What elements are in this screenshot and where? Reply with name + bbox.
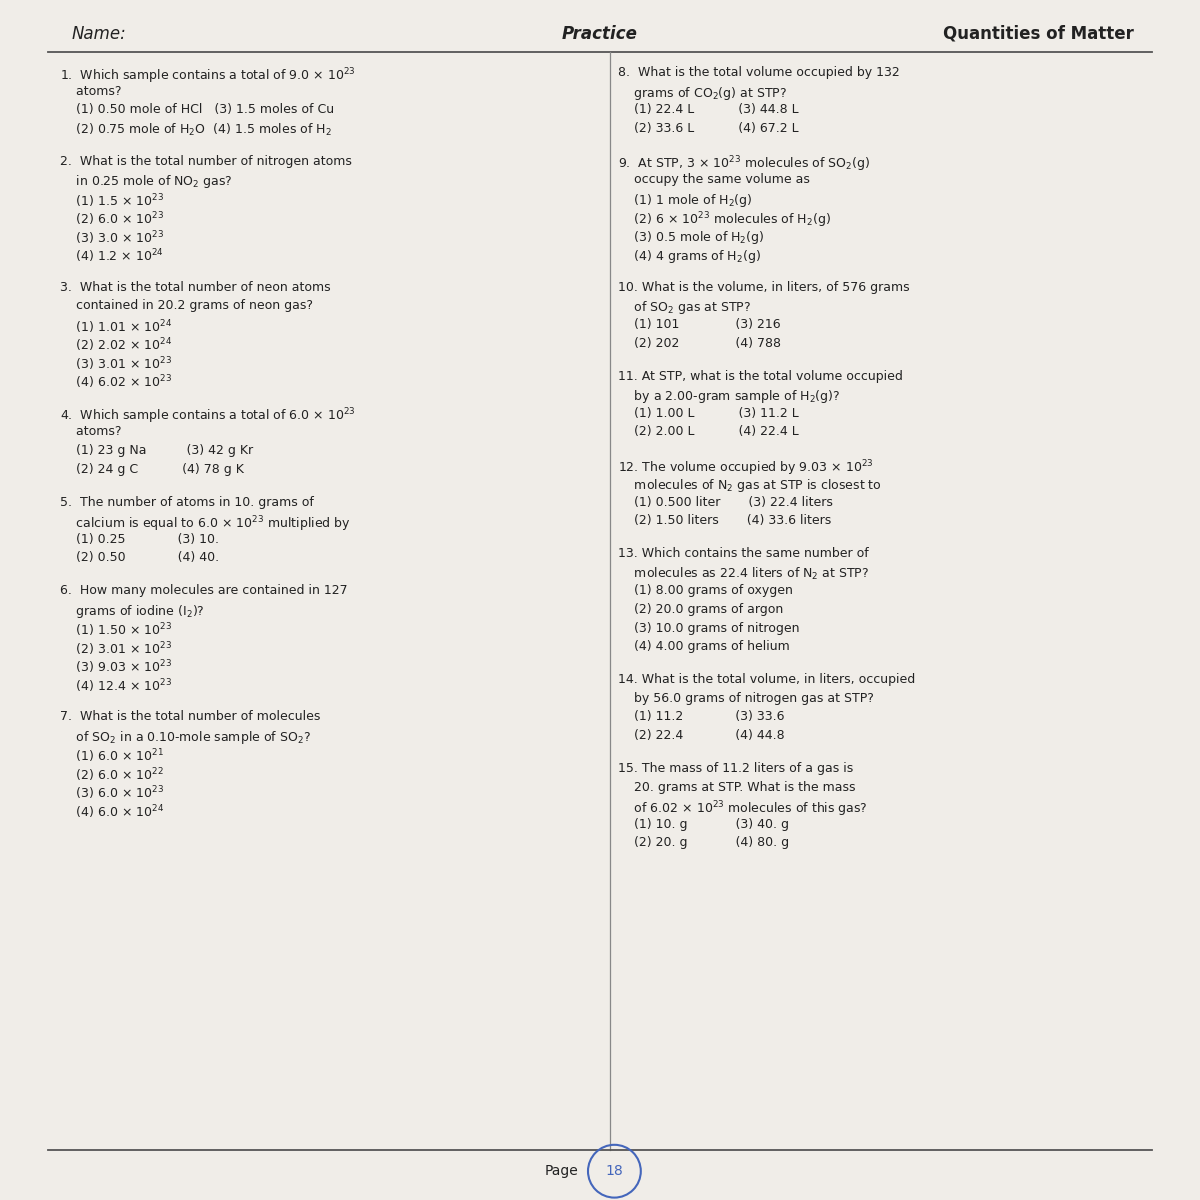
Text: in 0.25 mole of NO$_2$ gas?: in 0.25 mole of NO$_2$ gas? [60, 173, 233, 191]
Text: by a 2.00-gram sample of H$_2$(g)?: by a 2.00-gram sample of H$_2$(g)? [618, 388, 840, 406]
Text: Quantities of Matter: Quantities of Matter [943, 25, 1134, 43]
Text: (3) 6.0 × 10$^{23}$: (3) 6.0 × 10$^{23}$ [60, 785, 164, 803]
Text: (4) 4 grams of H$_2$(g): (4) 4 grams of H$_2$(g) [618, 247, 761, 265]
Text: (2) 20. g            (4) 80. g: (2) 20. g (4) 80. g [618, 836, 790, 850]
Text: of SO$_2$ in a 0.10-mole sample of SO$_2$?: of SO$_2$ in a 0.10-mole sample of SO$_2… [60, 728, 311, 746]
Text: 10. What is the volume, in liters, of 576 grams: 10. What is the volume, in liters, of 57… [618, 281, 910, 294]
Text: (2) 20.0 grams of argon: (2) 20.0 grams of argon [618, 602, 784, 616]
Text: 3.  What is the total number of neon atoms: 3. What is the total number of neon atom… [60, 281, 331, 294]
Text: (1) 6.0 × 10$^{21}$: (1) 6.0 × 10$^{21}$ [60, 748, 164, 766]
Text: 20. grams at STP. What is the mass: 20. grams at STP. What is the mass [618, 780, 856, 793]
Text: (1) 1.00 L           (3) 11.2 L: (1) 1.00 L (3) 11.2 L [618, 407, 799, 420]
Text: 18: 18 [606, 1164, 623, 1178]
Text: (1) 1.01 × 10$^{24}$: (1) 1.01 × 10$^{24}$ [60, 318, 173, 336]
Text: (2) 0.50             (4) 40.: (2) 0.50 (4) 40. [60, 551, 220, 564]
Text: (2) 2.02 × 10$^{24}$: (2) 2.02 × 10$^{24}$ [60, 336, 173, 354]
Text: 12. The volume occupied by 9.03 × 10$^{23}$: 12. The volume occupied by 9.03 × 10$^{2… [618, 458, 874, 478]
Text: 1.  Which sample contains a total of 9.0 × 10$^{23}$: 1. Which sample contains a total of 9.0 … [60, 66, 355, 85]
Text: (4) 12.4 × 10$^{23}$: (4) 12.4 × 10$^{23}$ [60, 677, 173, 695]
Text: 8.  What is the total volume occupied by 132: 8. What is the total volume occupied by … [618, 66, 900, 79]
Text: (2) 6.0 × 10$^{22}$: (2) 6.0 × 10$^{22}$ [60, 766, 164, 784]
Text: Practice: Practice [562, 25, 638, 43]
Text: of 6.02 × 10$^{23}$ molecules of this gas?: of 6.02 × 10$^{23}$ molecules of this ga… [618, 799, 868, 818]
Text: 14. What is the total volume, in liters, occupied: 14. What is the total volume, in liters,… [618, 673, 916, 686]
Text: by 56.0 grams of nitrogen gas at STP?: by 56.0 grams of nitrogen gas at STP? [618, 691, 874, 704]
Text: (4) 6.02 × 10$^{23}$: (4) 6.02 × 10$^{23}$ [60, 373, 173, 391]
Text: 15. The mass of 11.2 liters of a gas is: 15. The mass of 11.2 liters of a gas is [618, 762, 853, 775]
Text: calcium is equal to 6.0 × 10$^{23}$ multiplied by: calcium is equal to 6.0 × 10$^{23}$ mult… [60, 514, 350, 534]
Text: of SO$_2$ gas at STP?: of SO$_2$ gas at STP? [618, 299, 751, 317]
Text: (1) 10. g            (3) 40. g: (1) 10. g (3) 40. g [618, 817, 790, 830]
Text: 6.  How many molecules are contained in 127: 6. How many molecules are contained in 1… [60, 584, 348, 598]
Text: (1) 1 mole of H$_2$(g): (1) 1 mole of H$_2$(g) [618, 192, 752, 209]
Text: (2) 3.01 × 10$^{23}$: (2) 3.01 × 10$^{23}$ [60, 640, 173, 658]
Text: 2.  What is the total number of nitrogen atoms: 2. What is the total number of nitrogen … [60, 155, 352, 168]
Text: (2) 2.00 L           (4) 22.4 L: (2) 2.00 L (4) 22.4 L [618, 425, 799, 438]
Text: 11. At STP, what is the total volume occupied: 11. At STP, what is the total volume occ… [618, 370, 902, 383]
Text: (2) 6.0 × 10$^{23}$: (2) 6.0 × 10$^{23}$ [60, 210, 164, 228]
Text: (1) 0.500 liter       (3) 22.4 liters: (1) 0.500 liter (3) 22.4 liters [618, 496, 833, 509]
Text: grams of iodine (I$_2$)?: grams of iodine (I$_2$)? [60, 602, 205, 620]
Text: molecules as 22.4 liters of N$_2$ at STP?: molecules as 22.4 liters of N$_2$ at STP… [618, 565, 869, 582]
Text: (1) 22.4 L           (3) 44.8 L: (1) 22.4 L (3) 44.8 L [618, 103, 799, 116]
Text: (2) 22.4             (4) 44.8: (2) 22.4 (4) 44.8 [618, 728, 785, 742]
Text: (1) 8.00 grams of oxygen: (1) 8.00 grams of oxygen [618, 584, 793, 598]
Text: (4) 1.2 × 10$^{24}$: (4) 1.2 × 10$^{24}$ [60, 247, 164, 265]
Text: atoms?: atoms? [60, 425, 121, 438]
Text: (2) 24 g C           (4) 78 g K: (2) 24 g C (4) 78 g K [60, 462, 244, 475]
Text: (3) 9.03 × 10$^{23}$: (3) 9.03 × 10$^{23}$ [60, 659, 173, 677]
Text: (4) 4.00 grams of helium: (4) 4.00 grams of helium [618, 640, 790, 653]
Text: occupy the same volume as: occupy the same volume as [618, 173, 810, 186]
Text: 5.  The number of atoms in 10. grams of: 5. The number of atoms in 10. grams of [60, 496, 314, 509]
Text: (2) 6 × 10$^{23}$ molecules of H$_2$(g): (2) 6 × 10$^{23}$ molecules of H$_2$(g) [618, 210, 830, 230]
Text: (1) 1.50 × 10$^{23}$: (1) 1.50 × 10$^{23}$ [60, 622, 173, 640]
Text: (3) 0.5 mole of H$_2$(g): (3) 0.5 mole of H$_2$(g) [618, 229, 764, 246]
Text: (2) 202              (4) 788: (2) 202 (4) 788 [618, 336, 781, 349]
Text: (1) 11.2             (3) 33.6: (1) 11.2 (3) 33.6 [618, 710, 785, 724]
Text: 13. Which contains the same number of: 13. Which contains the same number of [618, 547, 869, 560]
Text: Name:: Name: [72, 25, 127, 43]
Text: molecules of N$_2$ gas at STP is closest to: molecules of N$_2$ gas at STP is closest… [618, 476, 882, 494]
Text: (3) 3.01 × 10$^{23}$: (3) 3.01 × 10$^{23}$ [60, 355, 173, 373]
Text: grams of CO$_2$(g) at STP?: grams of CO$_2$(g) at STP? [618, 84, 787, 102]
Text: (1) 1.5 × 10$^{23}$: (1) 1.5 × 10$^{23}$ [60, 192, 164, 210]
Text: 4.  Which sample contains a total of 6.0 × 10$^{23}$: 4. Which sample contains a total of 6.0 … [60, 407, 355, 426]
Text: (1) 23 g Na          (3) 42 g Kr: (1) 23 g Na (3) 42 g Kr [60, 444, 253, 457]
Text: (3) 3.0 × 10$^{23}$: (3) 3.0 × 10$^{23}$ [60, 229, 164, 247]
Text: 9.  At STP, 3 × 10$^{23}$ molecules of SO$_2$(g): 9. At STP, 3 × 10$^{23}$ molecules of SO… [618, 155, 870, 174]
Text: (2) 1.50 liters       (4) 33.6 liters: (2) 1.50 liters (4) 33.6 liters [618, 514, 832, 527]
Text: 7.  What is the total number of molecules: 7. What is the total number of molecules [60, 710, 320, 724]
Text: (1) 0.50 mole of HCl   (3) 1.5 moles of Cu: (1) 0.50 mole of HCl (3) 1.5 moles of Cu [60, 103, 334, 116]
Text: Page: Page [545, 1164, 578, 1178]
Text: (1) 101              (3) 216: (1) 101 (3) 216 [618, 318, 781, 331]
Text: (4) 6.0 × 10$^{24}$: (4) 6.0 × 10$^{24}$ [60, 803, 164, 821]
Text: (2) 33.6 L           (4) 67.2 L: (2) 33.6 L (4) 67.2 L [618, 121, 799, 134]
Text: (2) 0.75 mole of H$_2$O  (4) 1.5 moles of H$_2$: (2) 0.75 mole of H$_2$O (4) 1.5 moles of… [60, 121, 331, 138]
Text: atoms?: atoms? [60, 84, 121, 97]
Text: (3) 10.0 grams of nitrogen: (3) 10.0 grams of nitrogen [618, 622, 799, 635]
Text: contained in 20.2 grams of neon gas?: contained in 20.2 grams of neon gas? [60, 299, 313, 312]
Text: (1) 0.25             (3) 10.: (1) 0.25 (3) 10. [60, 533, 220, 546]
